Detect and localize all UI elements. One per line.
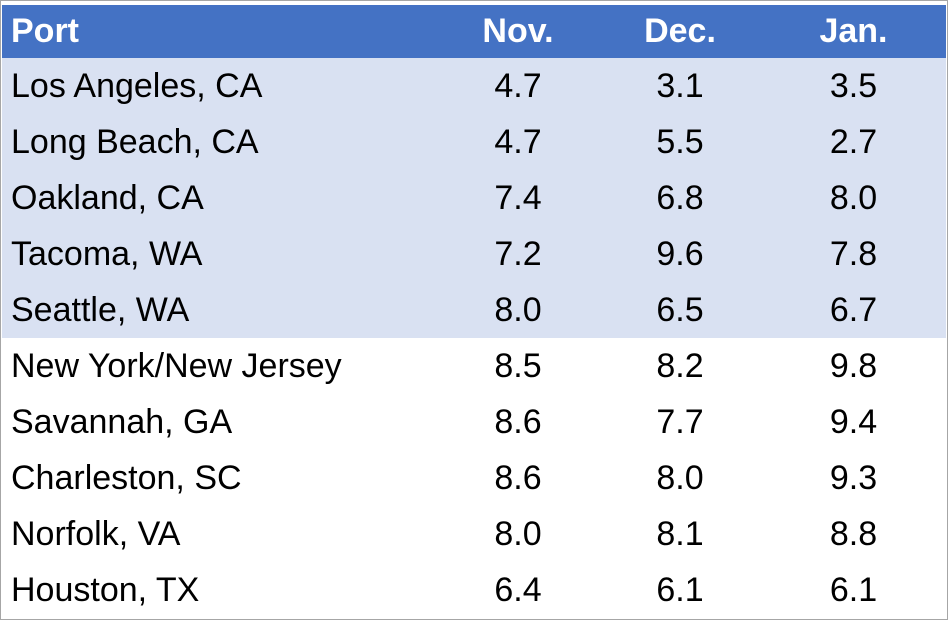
jan-value-cell: 6.7 — [829, 290, 878, 329]
table-row: New York/New Jersey 8.5 8.2 9.8 — [2, 338, 946, 394]
table-row: Charleston, SC 8.6 8.0 9.3 — [2, 450, 946, 506]
port-table: Port Nov. Dec. Jan. Los Angeles, CA 4.7 … — [2, 5, 946, 618]
header-dec: Dec. — [644, 12, 716, 50]
jan-value-cell: 9.8 — [829, 346, 878, 385]
dec-value-cell: 6.5 — [656, 290, 704, 329]
nov-value-cell: 8.6 — [494, 458, 542, 497]
port-name-cell: Charleston, SC — [11, 458, 242, 497]
port-name-cell: Houston, TX — [11, 570, 200, 609]
table-header: Port Nov. Dec. Jan. — [2, 5, 946, 58]
dec-value-cell: 3.1 — [656, 66, 704, 105]
dec-value-cell: 8.0 — [656, 458, 704, 497]
header-row: Port Nov. Dec. Jan. — [2, 5, 946, 58]
table-body: Los Angeles, CA 4.7 3.1 3.5 Long Beach, … — [2, 58, 946, 618]
jan-value-cell: 8.8 — [829, 514, 878, 553]
table-row: Houston, TX 6.4 6.1 6.1 — [2, 562, 946, 618]
table-row: Norfolk, VA 8.0 8.1 8.8 — [2, 506, 946, 562]
port-name-cell: Oakland, CA — [11, 178, 204, 217]
header-jan: Jan. — [819, 12, 888, 50]
dec-value-cell: 9.6 — [656, 234, 704, 273]
table-row: Tacoma, WA 7.2 9.6 7.8 — [2, 226, 946, 282]
dec-value-cell: 7.7 — [656, 402, 704, 441]
port-name-cell: Savannah, GA — [11, 402, 233, 441]
jan-value-cell: 2.7 — [829, 122, 878, 161]
dec-value-cell: 5.5 — [656, 122, 704, 161]
port-name-cell: Seattle, WA — [11, 290, 190, 329]
dec-value-cell: 6.1 — [656, 570, 704, 609]
port-name-cell: Los Angeles, CA — [11, 66, 263, 105]
jan-value-cell: 9.3 — [829, 458, 878, 497]
nov-value-cell: 8.0 — [494, 290, 542, 329]
header-nov: Nov. — [482, 12, 554, 50]
nov-value-cell: 6.4 — [494, 570, 542, 609]
nov-value-cell: 8.5 — [494, 346, 542, 385]
jan-value-cell: 9.4 — [829, 402, 878, 441]
nov-value-cell: 7.4 — [494, 178, 542, 217]
table-row: Savannah, GA 8.6 7.7 9.4 — [2, 394, 946, 450]
table-row: Long Beach, CA 4.7 5.5 2.7 — [2, 114, 946, 170]
table-row: Seattle, WA 8.0 6.5 6.7 — [2, 282, 946, 338]
port-name-cell: Tacoma, WA — [11, 234, 203, 273]
nov-value-cell: 4.7 — [494, 122, 542, 161]
port-name-cell: Long Beach, CA — [11, 122, 259, 161]
dec-value-cell: 8.1 — [656, 514, 704, 553]
nov-value-cell: 8.0 — [494, 514, 542, 553]
header-port: Port — [11, 12, 79, 50]
dec-value-cell: 8.2 — [656, 346, 704, 385]
nov-value-cell: 7.2 — [494, 234, 542, 273]
jan-value-cell: 3.5 — [829, 66, 878, 105]
table-row: Los Angeles, CA 4.7 3.1 3.5 — [2, 58, 946, 114]
port-name-cell: New York/New Jersey — [11, 346, 342, 385]
jan-value-cell: 7.8 — [829, 234, 878, 273]
nov-value-cell: 8.6 — [494, 402, 542, 441]
nov-value-cell: 4.7 — [494, 66, 542, 105]
dec-value-cell: 6.8 — [656, 178, 704, 217]
jan-value-cell: 8.0 — [829, 178, 878, 217]
table-row: Oakland, CA 7.4 6.8 8.0 — [2, 170, 946, 226]
port-name-cell: Norfolk, VA — [11, 514, 181, 553]
jan-value-cell: 6.1 — [829, 570, 878, 609]
